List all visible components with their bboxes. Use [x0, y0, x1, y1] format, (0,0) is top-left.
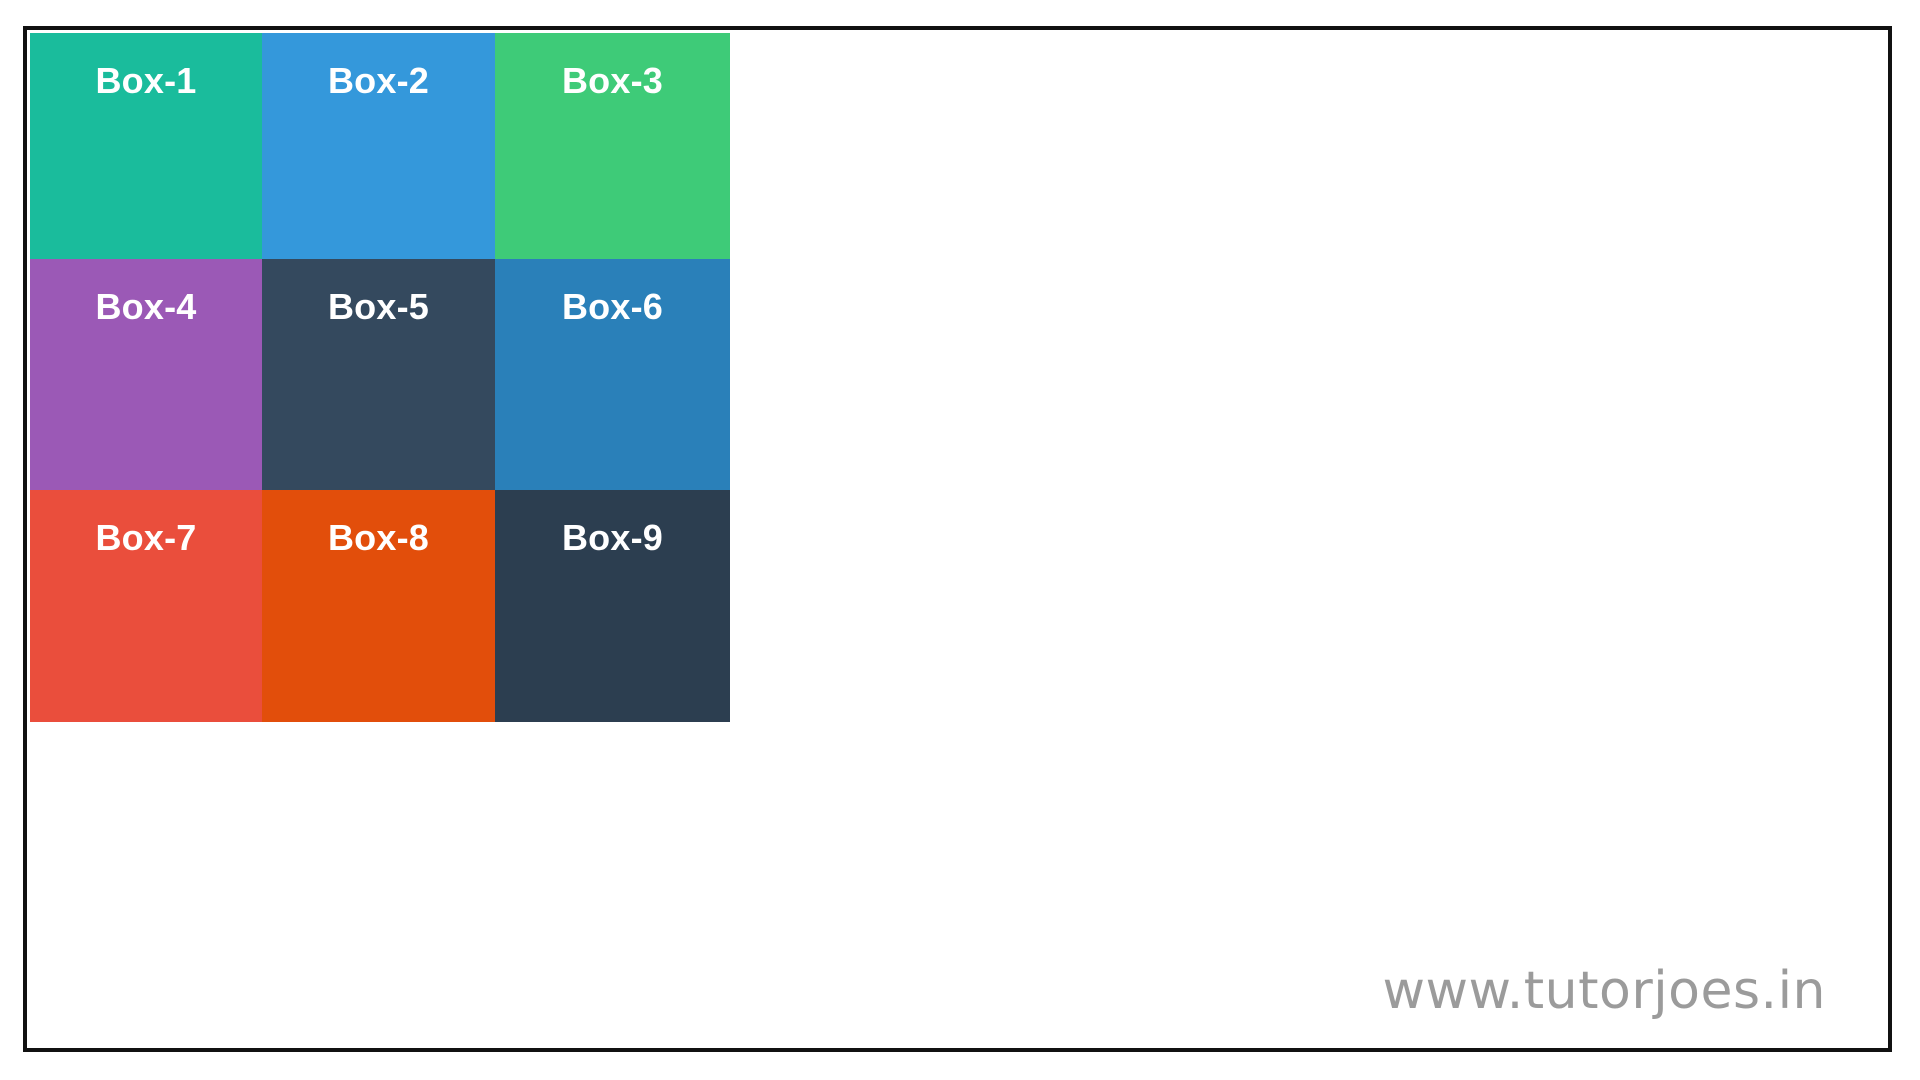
box-8-label: Box-8: [327, 517, 430, 558]
box-4: Box-4: [30, 259, 262, 490]
box-2: Box-2: [262, 33, 495, 259]
box-6-label: Box-6: [561, 286, 664, 327]
box-1: Box-1: [30, 33, 262, 259]
box-9-label: Box-9: [561, 517, 664, 558]
box-5: Box-5: [262, 259, 495, 490]
box-3: Box-3: [495, 33, 730, 259]
box-7: Box-7: [30, 490, 262, 722]
browser-frame: Box-1 Box-2 Box-3 Box-4 Box-5 Box-6 Box-…: [23, 26, 1892, 1052]
box-1-label: Box-1: [95, 60, 197, 101]
box-8: Box-8: [262, 490, 495, 722]
watermark-text: www.tutorjoes.in: [1382, 961, 1826, 1021]
box-7-label: Box-7: [95, 517, 197, 558]
box-4-label: Box-4: [95, 286, 197, 327]
box-2-label: Box-2: [327, 60, 430, 101]
box-grid: Box-1 Box-2 Box-3 Box-4 Box-5 Box-6 Box-…: [30, 33, 730, 722]
box-5-label: Box-5: [327, 286, 430, 327]
box-9: Box-9: [495, 490, 730, 722]
box-6: Box-6: [495, 259, 730, 490]
box-3-label: Box-3: [561, 60, 664, 101]
